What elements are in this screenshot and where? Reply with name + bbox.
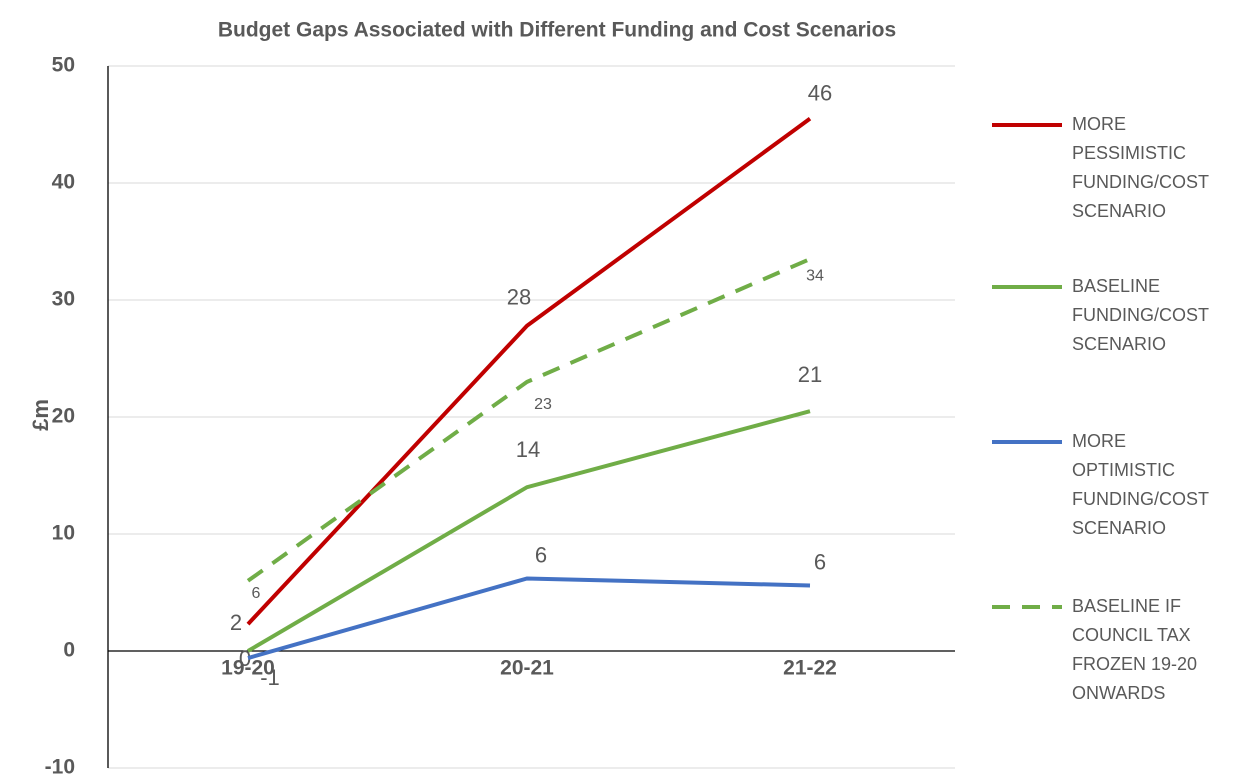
series-line [246,117,812,626]
y-tick-label: -10 [45,756,75,779]
x-tick-label: 19-20 [221,657,275,680]
series-line [247,576,811,660]
data-label: 6 [535,542,547,567]
data-label: -1 [260,665,280,690]
data-label: 34 [806,267,824,284]
legend-label: MORE OPTIMISTIC FUNDING/COST SCENARIO [1072,431,1209,538]
series-line [246,257,811,583]
data-label: 46 [808,80,832,105]
legend-label: BASELINE IF COUNCIL TAX FROZEN 19-20 ONW… [1072,596,1198,703]
y-tick-label: 30 [52,288,75,311]
data-label: 21 [798,362,822,387]
y-tick-label: 40 [52,171,75,194]
data-label: 2 [230,610,242,635]
data-label: 6 [252,585,261,602]
y-axis-label: £m [28,399,53,431]
x-tick-label: 21-22 [783,657,837,680]
chart-title: Budget Gaps Associated with Different Fu… [218,19,896,42]
y-tick-label: 50 [52,54,75,77]
legend-label: BASELINE FUNDING/COST SCENARIO [1072,276,1209,354]
data-label: 14 [516,437,540,462]
data-label: 0 [239,646,251,671]
x-tick-label: 20-21 [500,657,554,680]
data-label: 6 [814,549,826,574]
y-tick-label: 20 [52,405,75,428]
data-label: 28 [507,285,531,310]
data-label: 23 [534,396,552,413]
legend-label: MORE PESSIMISTIC FUNDING/COST SCENARIO [1072,114,1209,221]
y-tick-label: 10 [52,522,75,545]
series-line [246,409,811,653]
y-tick-label: 0 [63,639,75,662]
